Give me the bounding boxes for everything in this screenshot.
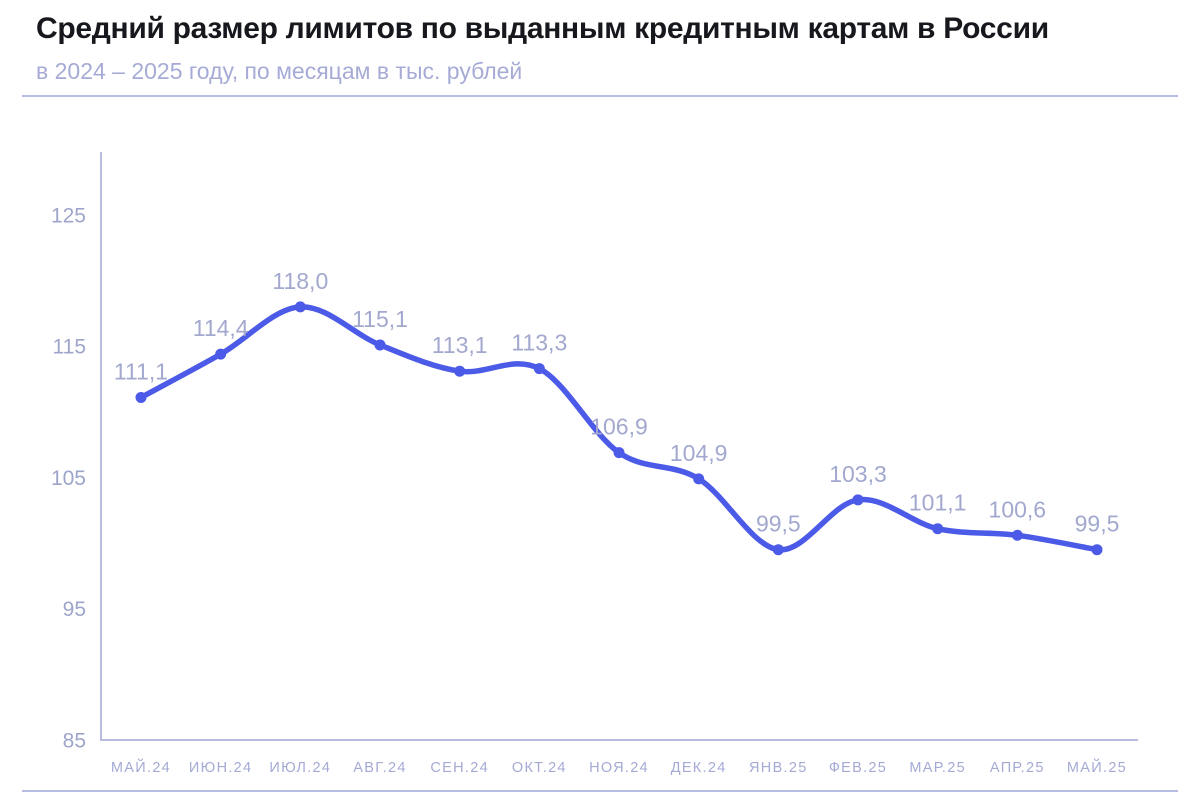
data-point — [852, 494, 864, 506]
x-tick-label: ИЮЛ.24 — [269, 760, 331, 776]
chart-subtitle: в 2024 – 2025 году, по месяцам в тыс. ру… — [36, 58, 523, 84]
x-tick-label: МАЙ.24 — [111, 758, 171, 776]
data-point — [1011, 529, 1023, 541]
x-tick-label: ДЕК.24 — [671, 760, 727, 776]
y-tick-label: 105 — [51, 467, 86, 490]
y-tick-label: 125 — [51, 204, 86, 227]
y-tick-label: 85 — [63, 729, 86, 752]
x-tick-label: ИЮН.24 — [189, 760, 253, 776]
data-point-label: 100,6 — [989, 496, 1047, 522]
x-tick-label: МАЙ.25 — [1067, 758, 1127, 776]
chart-svg: 125 115 105 95 85 МАЙ.24 ИЮН.24 ИЮЛ.24 АВГ.24 СЕН… — [51, 152, 1138, 776]
data-point-label: 101,1 — [909, 490, 967, 516]
y-tick-label: 95 — [63, 598, 86, 621]
data-point-label: 118,0 — [272, 268, 328, 294]
data-point-label: 103,3 — [829, 461, 887, 487]
chart-title: Средний размер лимитов по выданным креди… — [36, 12, 1049, 45]
y-tick-label: 115 — [53, 336, 86, 359]
data-point — [135, 391, 147, 403]
data-point — [374, 339, 386, 351]
data-point-label: 111,1 — [114, 358, 168, 384]
data-point-label: 99,5 — [756, 511, 801, 537]
data-point — [1091, 544, 1103, 556]
x-tick-label: МАР.25 — [909, 760, 966, 776]
x-tick-label: АВГ.24 — [353, 760, 406, 776]
x-tick-label: ФЕВ.25 — [829, 760, 887, 776]
data-point — [613, 447, 625, 459]
data-point — [294, 301, 306, 313]
x-tick-label: АПР.25 — [990, 760, 1045, 776]
data-point-label: 113,3 — [511, 330, 567, 356]
data-point — [215, 348, 227, 360]
footer-divider — [22, 790, 1178, 792]
x-tick-label: СЕН.24 — [430, 760, 489, 776]
data-point — [932, 523, 944, 535]
data-point-label: 104,9 — [670, 440, 728, 466]
data-point-label: 114,4 — [193, 315, 249, 341]
data-point — [533, 363, 545, 375]
data-point — [454, 365, 466, 377]
axis-lines — [100, 152, 1138, 741]
x-tick-label: ОКТ.24 — [512, 760, 567, 776]
data-point-label: 106,9 — [590, 414, 648, 440]
data-point-label: 113,1 — [432, 332, 488, 358]
x-tick-label: НОЯ.24 — [589, 760, 649, 776]
line-chart: 125 115 105 95 85 МАЙ.24 ИЮН.24 ИЮЛ.24 АВГ.24 СЕН… — [0, 120, 1200, 800]
x-tick-label: ЯНВ.25 — [749, 760, 808, 776]
data-point — [772, 544, 784, 556]
data-point-label: 115,1 — [352, 306, 408, 332]
data-point — [693, 473, 705, 485]
header-divider — [22, 95, 1178, 97]
data-point-label: 99,5 — [1075, 511, 1120, 537]
